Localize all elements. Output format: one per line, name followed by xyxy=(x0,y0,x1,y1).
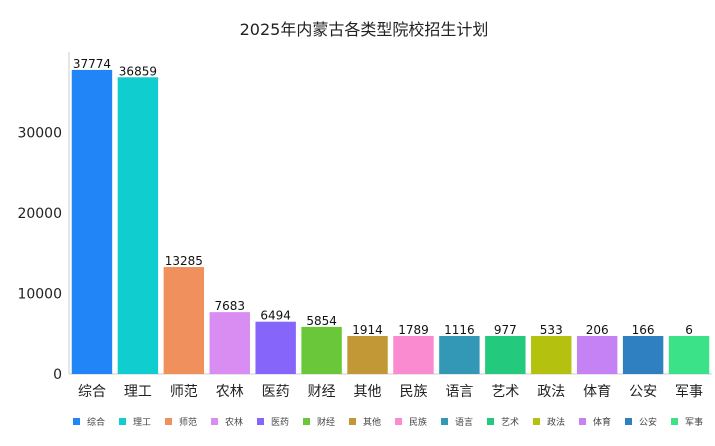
data-label: 6494 xyxy=(260,309,291,323)
bar-8 xyxy=(439,336,480,374)
legend-item[interactable]: 艺术 xyxy=(487,416,519,428)
legend-label: 师范 xyxy=(179,416,197,428)
data-labels: 37774 36859 13285 7683 6494 5854 1914 1789 1116 9… xyxy=(73,57,693,337)
data-label: 13285 xyxy=(165,254,203,268)
legend-swatch xyxy=(487,418,494,425)
x-tick-label: 艺术 xyxy=(491,384,519,400)
bar-11 xyxy=(576,336,618,374)
bar-5 xyxy=(301,326,342,374)
x-tick-label: 财经 xyxy=(308,384,336,400)
data-label: 5854 xyxy=(306,314,337,328)
legend-item[interactable]: 军事 xyxy=(671,416,703,428)
data-label: 1914 xyxy=(352,323,383,337)
legend-label: 艺术 xyxy=(501,416,519,428)
bar-4 xyxy=(255,321,296,374)
legend-label: 公安 xyxy=(639,416,657,428)
legend-item[interactable]: 体育 xyxy=(579,416,611,428)
data-label: 977 xyxy=(494,323,517,337)
legend-item[interactable]: 其他 xyxy=(349,416,381,428)
legend-item[interactable]: 医药 xyxy=(257,417,289,428)
legend-label: 财经 xyxy=(317,416,335,428)
y-tick-label: 0 xyxy=(53,367,62,383)
data-label: 37774 xyxy=(73,57,111,71)
x-tick-label: 语言 xyxy=(445,384,473,400)
bar-3 xyxy=(209,312,250,374)
legend-swatch xyxy=(211,418,218,425)
legend-swatch xyxy=(579,418,586,425)
x-tick-label: 综合 xyxy=(78,384,106,400)
legend-label: 其他 xyxy=(363,416,381,428)
legend-item[interactable]: 公安 xyxy=(625,416,657,428)
legend-label: 政法 xyxy=(547,416,565,428)
bar-10 xyxy=(531,336,572,374)
x-tick-label: 公安 xyxy=(629,384,657,400)
chart-title: 2025年内蒙古各类型院校招生计划 xyxy=(240,20,489,39)
x-tick-label: 医药 xyxy=(262,384,290,400)
legend-item[interactable]: 理工 xyxy=(119,417,151,428)
legend-item[interactable]: 农林 xyxy=(211,416,243,428)
legend-swatch xyxy=(441,418,448,425)
legend-swatch xyxy=(671,418,678,425)
bar-13 xyxy=(668,336,710,374)
data-label: 166 xyxy=(632,323,655,337)
data-label: 6 xyxy=(685,323,693,337)
bars xyxy=(71,69,710,375)
legend-label: 理工 xyxy=(133,417,151,428)
x-tick-label: 农林 xyxy=(216,384,244,400)
data-label: 1116 xyxy=(444,323,475,337)
legend-swatch xyxy=(257,418,264,425)
legend-swatch xyxy=(73,418,80,425)
legend-item[interactable]: 师范 xyxy=(165,416,197,428)
legend: 综合 理工 师范 农林 医药 财经 其他 民族 语言 艺术 政法 体育 公安 军事 xyxy=(73,416,703,428)
bar-0 xyxy=(71,69,113,374)
x-tick-label: 理工 xyxy=(124,384,152,400)
data-label: 533 xyxy=(540,323,563,337)
x-tick-label: 军事 xyxy=(675,384,703,400)
legend-label: 医药 xyxy=(271,417,289,428)
y-tick-label: 20000 xyxy=(17,206,62,222)
data-label: 1789 xyxy=(398,323,429,337)
legend-label: 体育 xyxy=(593,416,611,428)
legend-swatch xyxy=(119,418,126,425)
legend-swatch xyxy=(165,418,172,425)
legend-item[interactable]: 综合 xyxy=(73,416,105,428)
legend-item[interactable]: 财经 xyxy=(303,416,335,428)
bar-7 xyxy=(393,336,434,374)
legend-label: 军事 xyxy=(685,416,703,428)
legend-swatch xyxy=(533,418,540,425)
data-label: 7683 xyxy=(214,299,245,313)
y-axis-ticks: 0 10000 20000 30000 xyxy=(17,126,62,384)
x-tick-label: 民族 xyxy=(399,384,427,400)
data-label: 206 xyxy=(586,323,609,337)
x-axis-ticks: 综合 理工 师范 农林 医药 财经 其他 民族 语言 艺术 政法 体育 公安 军事 xyxy=(78,383,703,400)
legend-label: 农林 xyxy=(225,416,243,428)
x-tick-label: 其他 xyxy=(354,384,382,400)
legend-item[interactable]: 民族 xyxy=(395,416,427,428)
legend-swatch xyxy=(303,418,310,425)
bar-12 xyxy=(622,336,664,374)
bar-2 xyxy=(163,267,205,374)
legend-item[interactable]: 语言 xyxy=(441,416,473,428)
bar-9 xyxy=(485,336,526,374)
legend-swatch xyxy=(349,418,356,425)
legend-swatch xyxy=(625,418,632,425)
legend-label: 民族 xyxy=(409,416,427,428)
x-tick-label: 师范 xyxy=(170,383,198,400)
x-tick-label: 政法 xyxy=(537,384,565,400)
x-tick-label: 体育 xyxy=(583,384,611,400)
bar-6 xyxy=(347,336,388,374)
legend-label: 综合 xyxy=(87,416,105,428)
legend-swatch xyxy=(395,418,402,425)
y-tick-label: 10000 xyxy=(17,287,62,303)
data-label: 36859 xyxy=(119,64,157,78)
y-tick-label: 30000 xyxy=(17,126,62,142)
bar-1 xyxy=(117,77,159,375)
legend-label: 语言 xyxy=(455,416,473,428)
legend-item[interactable]: 政法 xyxy=(533,416,565,428)
